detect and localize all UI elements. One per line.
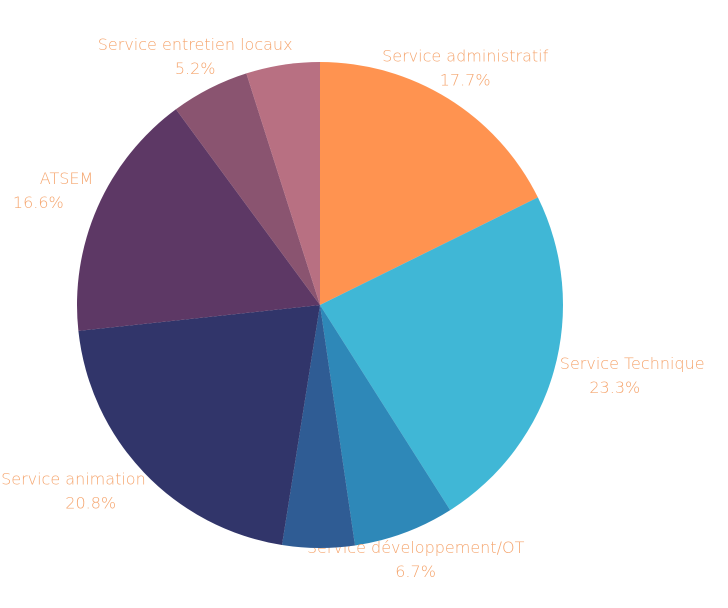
slice-label: Service Technique bbox=[560, 354, 705, 373]
slice-value: 23.3% bbox=[589, 378, 640, 397]
slice-label: Service développement/OT bbox=[307, 538, 525, 557]
slice-label: Service administratif bbox=[382, 46, 549, 65]
pie-slice bbox=[281, 305, 355, 548]
pie-slice bbox=[78, 305, 320, 546]
pie-slice bbox=[320, 62, 538, 305]
slice-value: 16.6% bbox=[13, 193, 64, 212]
pie-slice bbox=[320, 197, 563, 511]
slice-value: 6.7% bbox=[395, 562, 436, 581]
slice-value: 5.2% bbox=[175, 59, 216, 78]
slice-value: 17.7% bbox=[440, 70, 491, 89]
slice-label: ATSEM bbox=[40, 169, 94, 188]
slice-label: Service animation bbox=[1, 470, 146, 489]
slice-label: Service entretien locaux bbox=[98, 35, 293, 54]
pie-slice bbox=[175, 73, 320, 305]
pie-slice bbox=[76, 109, 320, 331]
pie-slice bbox=[246, 62, 320, 305]
slice-value: 20.8% bbox=[65, 494, 116, 513]
pie-slice bbox=[320, 305, 451, 546]
